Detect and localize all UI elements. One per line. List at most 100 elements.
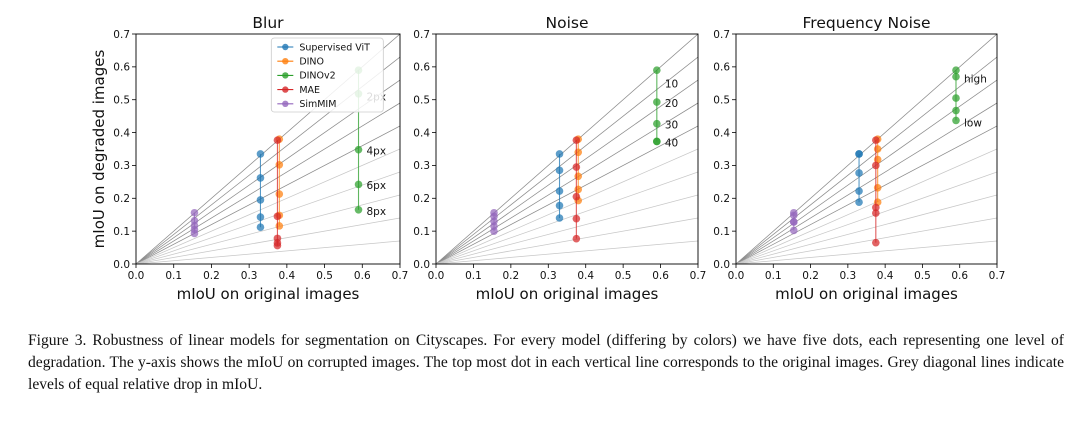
reference-lines [436, 34, 698, 264]
data-point [653, 98, 661, 106]
y-tick-label: 0.4 [713, 127, 730, 139]
x-axis-label: mIoU on original images [476, 285, 659, 303]
x-tick-label: 0.2 [503, 270, 520, 282]
panel-frequency-noise: 0.00.0 0.1 0.1 0.2 0.2 0.3 0.3 0.4 0.4 0.5 0.5 0.6 0… [713, 14, 1005, 303]
data-point [653, 66, 661, 74]
y-tick-label: 0.1 [713, 226, 730, 238]
y-tick-label: 0.1 [113, 226, 130, 238]
x-axis-label: mIoU on original images [177, 285, 360, 303]
data-point [572, 214, 581, 223]
series-dinov2 [952, 66, 960, 125]
x-tick-label: 0.1 [165, 270, 182, 282]
y-tick-label: 0.7 [713, 29, 730, 41]
reference-line [136, 217, 400, 264]
data-point [855, 198, 863, 207]
series-mae [273, 136, 282, 250]
legend-label: SimMIM [299, 99, 336, 110]
x-tick-label: 0.4 [279, 270, 296, 282]
data-point [275, 160, 284, 169]
reference-line [736, 194, 997, 264]
reference-line [436, 125, 698, 264]
x-tick-label: 0.0 [428, 270, 445, 282]
x-tick-label: 0.5 [615, 270, 632, 282]
legend-label: DINO [299, 57, 324, 68]
legend-marker [282, 43, 289, 51]
reference-line [136, 240, 400, 264]
data-point [273, 241, 282, 250]
data-point [952, 66, 960, 74]
legend: Supervised ViT DINO DINOv2 MAE SimMIM [270, 37, 384, 113]
y-axis-label: mIoU on degraded images [90, 50, 108, 249]
reference-line [736, 102, 997, 264]
y-tick-label: 0.5 [113, 95, 130, 107]
y-tick-label: 0.2 [713, 193, 730, 205]
y-tick-label: 0.3 [713, 160, 730, 172]
data-point [555, 166, 564, 175]
legend-label: DINOv2 [299, 71, 335, 82]
data-point [572, 163, 581, 171]
y-tick-label: 0.3 [413, 160, 430, 172]
panel-title: Noise [546, 14, 589, 32]
y-tick-label: 0.1 [413, 226, 430, 238]
y-tick-label: 0.4 [413, 127, 430, 139]
y-tick-label: 0.6 [713, 62, 730, 74]
series-dino [873, 135, 882, 207]
data-point [190, 229, 199, 238]
legend-marker [282, 58, 289, 65]
y-tick-label: 0.4 [113, 127, 130, 139]
data-point [952, 106, 960, 115]
panel-title: Frequency Noise [803, 14, 931, 32]
legend-label: Supervised ViT [299, 42, 370, 53]
annotation-label: 4px [367, 146, 387, 158]
series-mae [572, 136, 581, 243]
data-point [952, 94, 960, 102]
y-tick-label: 0.2 [113, 193, 130, 205]
x-tick-label: 0.6 [354, 270, 371, 282]
data-point [574, 185, 583, 194]
x-tick-label: 0.3 [540, 270, 557, 282]
data-point [789, 226, 798, 235]
data-point [872, 209, 880, 217]
annotation-label: 30 [665, 119, 678, 131]
reference-line [436, 240, 698, 264]
reference-lines [136, 34, 400, 264]
data-point [855, 169, 863, 177]
y-tick-label: 0.5 [713, 95, 730, 107]
x-tick-label: 0.1 [765, 270, 782, 282]
data-point [789, 218, 798, 226]
panel-blur: 0.00.0 0.1 0.1 0.2 0.2 0.3 0.3 0.4 0.4 0.5 0.5 0.6 0… [113, 14, 408, 303]
data-point [256, 223, 265, 231]
reference-line [436, 148, 698, 264]
x-tick-label: 0.1 [465, 270, 482, 282]
data-point [354, 180, 363, 189]
data-point [855, 150, 863, 158]
data-point [952, 116, 960, 125]
data-point [256, 174, 265, 182]
caption-label: Figure 3. [28, 332, 87, 349]
annotation-label: high [964, 73, 987, 85]
x-tick-label: 0.3 [840, 270, 857, 282]
data-point [653, 137, 661, 146]
data-point [275, 222, 284, 230]
reference-line [736, 125, 997, 264]
data-point [275, 190, 284, 198]
reference-line [436, 79, 698, 264]
panel-title: Blur [252, 14, 284, 32]
y-tick-label: 0.2 [413, 193, 430, 205]
annotation-label: 40 [665, 137, 678, 149]
reference-line [736, 148, 997, 264]
figure-charts: mIoU on degraded images 0.0 0.0 0.1 0.1 0.2 0… [90, 14, 1005, 303]
series-mae [872, 136, 880, 247]
y-tick-label: 0.5 [413, 95, 430, 107]
data-point [653, 119, 661, 128]
legend-box [270, 37, 384, 113]
x-tick-label: 0.7 [989, 270, 1006, 282]
x-tick-label: 0.6 [652, 270, 669, 282]
data-point [490, 227, 498, 235]
reference-line [136, 148, 400, 264]
x-tick-label: 0.5 [914, 270, 931, 282]
x-tick-label: 0.0 [128, 270, 145, 282]
legend-marker [282, 72, 289, 79]
caption-text: Robustness of linear models for segmenta… [28, 332, 1064, 393]
reference-line [736, 217, 997, 264]
